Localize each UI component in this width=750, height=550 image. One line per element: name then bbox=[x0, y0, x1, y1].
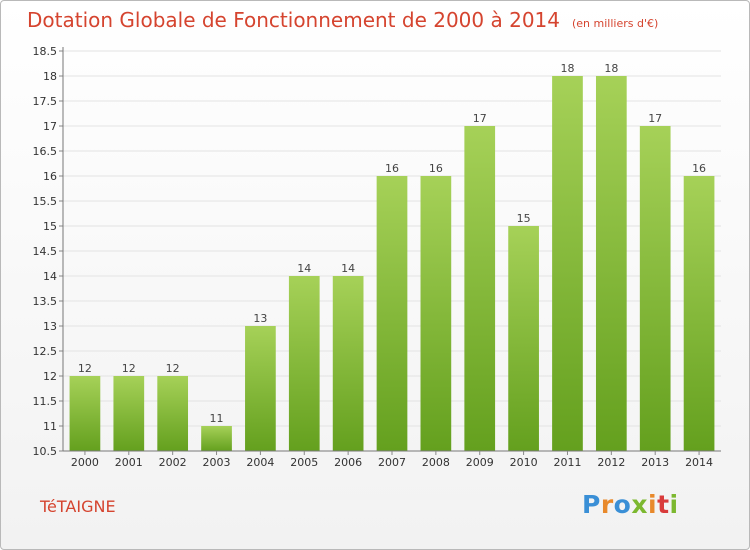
x-tick-label: 2000 bbox=[71, 456, 99, 469]
y-tick-label: 14.5 bbox=[33, 245, 58, 258]
data-label: 18 bbox=[560, 62, 574, 75]
data-label: 12 bbox=[166, 362, 180, 375]
y-tick-label: 18 bbox=[43, 70, 57, 83]
brand-letter: o bbox=[613, 490, 632, 519]
bar bbox=[69, 376, 101, 451]
brand-letter: x bbox=[631, 490, 648, 519]
data-label: 14 bbox=[297, 262, 311, 275]
y-tick-label: 13.5 bbox=[33, 295, 58, 308]
y-tick-label: 16.5 bbox=[33, 145, 58, 158]
y-tick-label: 16 bbox=[43, 170, 57, 183]
axis-layer: 10.5 11 11.5 12 12.5 13 13.5 14 14.5 15 15.5 16 16.5… bbox=[33, 45, 721, 469]
bar bbox=[464, 126, 496, 451]
brand-letter: i bbox=[669, 490, 679, 519]
x-tick-label: 2009 bbox=[466, 456, 494, 469]
y-tick-label: 12 bbox=[43, 370, 57, 383]
x-tick-label: 2008 bbox=[422, 456, 450, 469]
data-label: 18 bbox=[604, 62, 618, 75]
x-tick-label: 2003 bbox=[203, 456, 231, 469]
brand-letter: r bbox=[600, 490, 614, 519]
bar bbox=[639, 126, 671, 451]
x-tick-label: 2014 bbox=[685, 456, 713, 469]
data-label: 12 bbox=[122, 362, 136, 375]
y-tick-label: 14 bbox=[43, 270, 57, 283]
y-tick-label: 18.5 bbox=[33, 45, 58, 58]
x-tick-label: 2002 bbox=[159, 456, 187, 469]
chart-title: Dotation Globale de Fonctionnement de 20… bbox=[27, 8, 560, 32]
brand-letter: P bbox=[582, 490, 601, 519]
x-tick-label: 2010 bbox=[510, 456, 538, 469]
y-tick-label: 12.5 bbox=[33, 345, 58, 358]
brand-letter: t bbox=[657, 490, 670, 519]
data-label: 16 bbox=[692, 162, 706, 175]
bar bbox=[683, 176, 715, 451]
x-tick-label: 2011 bbox=[553, 456, 581, 469]
data-label: 15 bbox=[517, 212, 531, 225]
y-tick-label: 13 bbox=[43, 320, 57, 333]
bar bbox=[376, 176, 408, 451]
title-line: Dotation Globale de Fonctionnement de 20… bbox=[27, 8, 658, 32]
y-tick-label: 17 bbox=[43, 120, 57, 133]
y-tick-label: 11 bbox=[43, 420, 57, 433]
commune-name: TéTAIGNE bbox=[40, 497, 116, 516]
bar bbox=[332, 276, 364, 451]
data-label: 16 bbox=[385, 162, 399, 175]
y-tick-label: 15.5 bbox=[33, 195, 58, 208]
bars-layer: 12 12 12 11 13 14 14 16 16 17 15 18 18 17 16 bbox=[69, 62, 715, 451]
x-tick-label: 2013 bbox=[641, 456, 669, 469]
bar bbox=[508, 226, 539, 451]
bar bbox=[245, 326, 276, 451]
bar bbox=[552, 76, 583, 451]
data-label: 16 bbox=[429, 162, 443, 175]
x-tick-label: 2005 bbox=[290, 456, 318, 469]
chart-subtitle: (en milliers d'€) bbox=[572, 17, 659, 30]
data-label: 12 bbox=[78, 362, 92, 375]
bar bbox=[201, 426, 232, 451]
x-tick-label: 2012 bbox=[597, 456, 625, 469]
x-tick-label: 2001 bbox=[115, 456, 143, 469]
data-label: 11 bbox=[210, 412, 224, 425]
brand-letter: i bbox=[648, 490, 658, 519]
y-tick-label: 10.5 bbox=[33, 445, 58, 458]
y-tick-label: 17.5 bbox=[33, 95, 58, 108]
x-tick-label: 2007 bbox=[378, 456, 406, 469]
data-label: 17 bbox=[473, 112, 487, 125]
data-label: 17 bbox=[648, 112, 662, 125]
proxiti-logo[interactable]: Proxiti bbox=[582, 490, 679, 519]
x-tick-label: 2004 bbox=[246, 456, 274, 469]
y-tick-label: 11.5 bbox=[33, 395, 58, 408]
bar bbox=[113, 376, 145, 451]
data-label: 13 bbox=[253, 312, 267, 325]
bar bbox=[157, 376, 189, 451]
y-tick-label: 15 bbox=[43, 220, 57, 233]
data-label: 14 bbox=[341, 262, 355, 275]
bar bbox=[420, 176, 452, 451]
x-tick-label: 2006 bbox=[334, 456, 362, 469]
bar bbox=[288, 276, 320, 451]
bar bbox=[595, 76, 627, 451]
